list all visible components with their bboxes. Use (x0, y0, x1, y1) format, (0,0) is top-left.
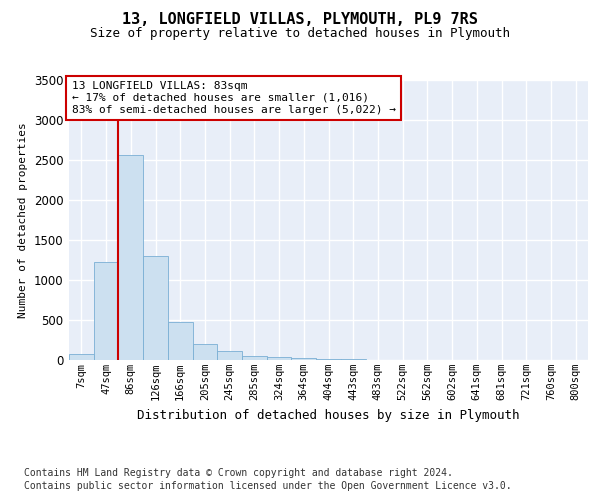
Bar (118, 155, 143, 360)
Bar (143, 256, 168, 360)
Bar (292, 358, 316, 360)
Text: Size of property relative to detached houses in Plymouth: Size of property relative to detached ho… (90, 28, 510, 40)
Text: Contains HM Land Registry data © Crown copyright and database right 2024.: Contains HM Land Registry data © Crown c… (24, 468, 453, 477)
Text: 13 LONGFIELD VILLAS: 83sqm
← 17% of detached houses are smaller (1,016)
83% of s: 13 LONGFIELD VILLAS: 83sqm ← 17% of deta… (71, 82, 395, 114)
Bar (69, 354, 94, 360)
Bar (316, 359, 341, 360)
Bar (94, 262, 118, 360)
Text: 13, LONGFIELD VILLAS, PLYMOUTH, PL9 7RS: 13, LONGFIELD VILLAS, PLYMOUTH, PL9 7RS (122, 12, 478, 28)
Bar (193, 344, 217, 360)
Bar (242, 356, 267, 360)
Bar (168, 322, 193, 360)
Y-axis label: Number of detached properties: Number of detached properties (18, 122, 28, 318)
Bar (217, 351, 242, 360)
Bar (267, 357, 292, 360)
Text: Contains public sector information licensed under the Open Government Licence v3: Contains public sector information licen… (24, 481, 512, 491)
X-axis label: Distribution of detached houses by size in Plymouth: Distribution of detached houses by size … (137, 408, 520, 422)
